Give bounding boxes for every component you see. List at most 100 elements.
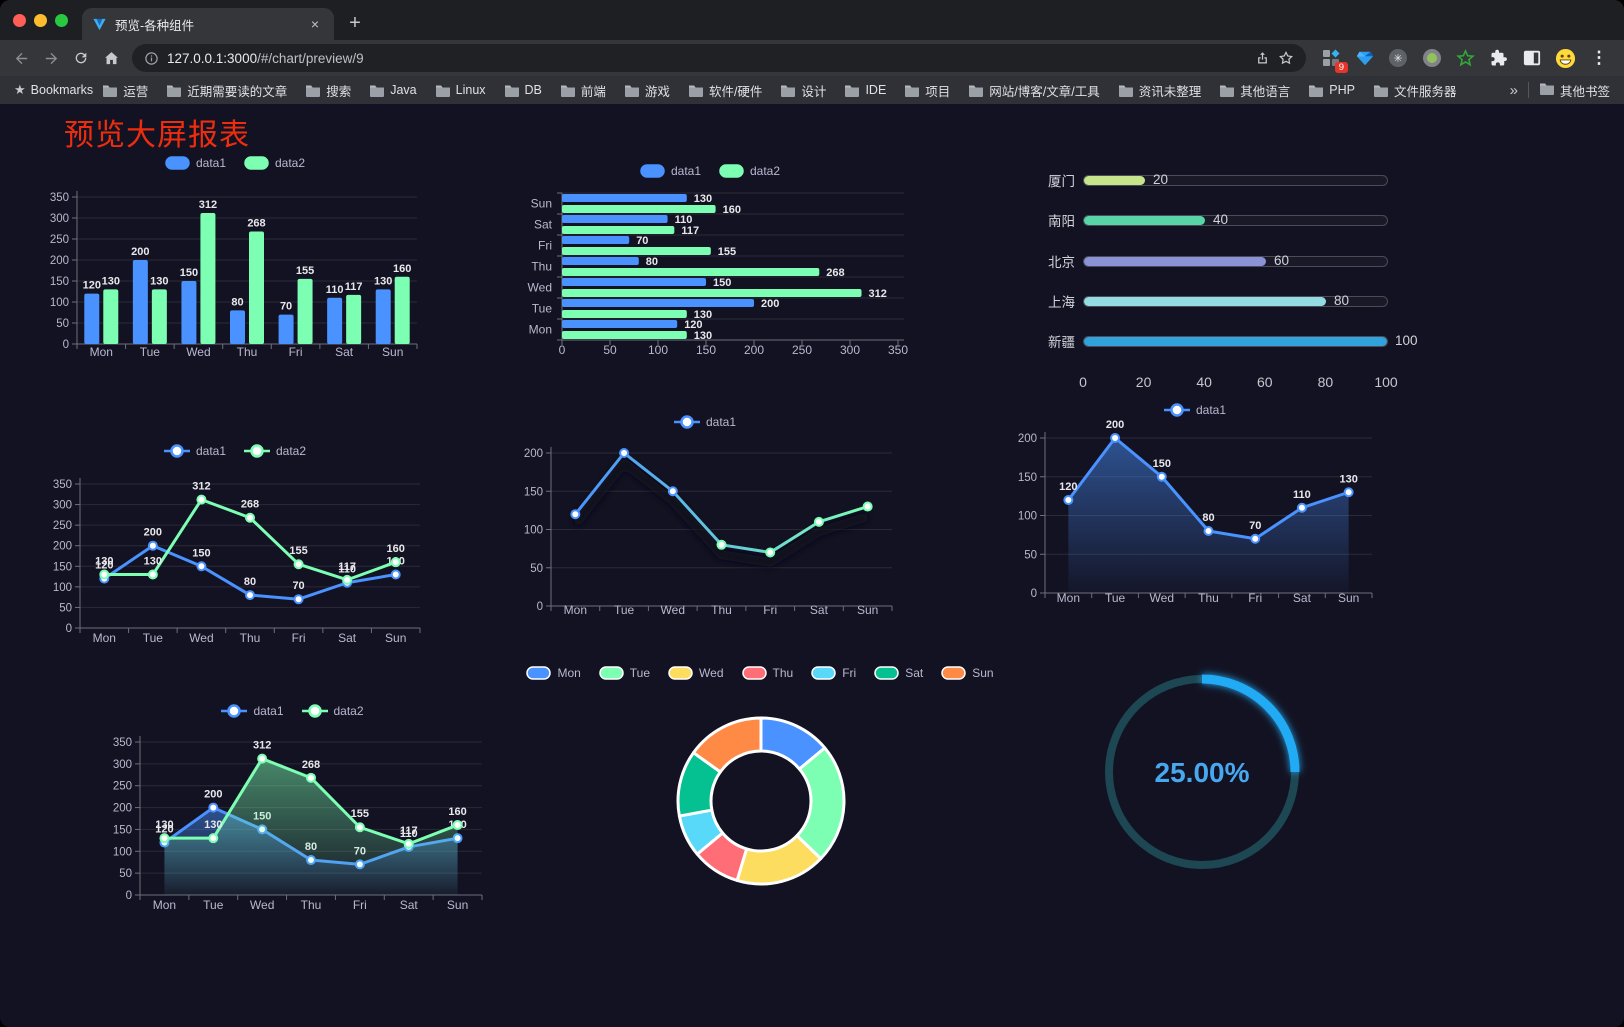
- bookmark-folder-12[interactable]: 网站/博客/文章/工具: [968, 81, 1100, 100]
- svg-text:70: 70: [292, 580, 304, 592]
- legend-item-data2[interactable]: data2: [301, 704, 364, 718]
- new-tab-button[interactable]: +: [349, 11, 361, 34]
- menu-dots-icon[interactable]: ⋮: [1590, 48, 1608, 67]
- minimize-window-button[interactable]: [34, 14, 47, 27]
- legend-item-data1[interactable]: data1: [221, 704, 284, 718]
- legend-item-Mon[interactable]: Mon: [526, 666, 581, 680]
- legend-item-data2[interactable]: data2: [719, 164, 780, 178]
- bookmark-folder-14[interactable]: 其他语言: [1219, 81, 1290, 100]
- bookmark-folder-7[interactable]: 游戏: [624, 81, 670, 100]
- svg-text:150: 150: [50, 276, 69, 288]
- progress-value: 80: [1334, 292, 1350, 308]
- share-icon[interactable]: [1255, 51, 1270, 66]
- info-icon[interactable]: [144, 51, 159, 66]
- forward-icon[interactable]: [36, 43, 66, 73]
- tab-close-icon[interactable]: ×: [310, 16, 320, 32]
- svg-text:268: 268: [247, 217, 265, 229]
- progress-label: 新疆: [1048, 335, 1075, 350]
- legend-item-data1[interactable]: data1: [165, 156, 226, 170]
- bookmark-folder-1[interactable]: 近期需要读的文章: [166, 81, 287, 100]
- url-text[interactable]: 127.0.0.1:3000/#/chart/preview/9: [167, 51, 364, 66]
- asterisk-circle-extension-icon[interactable]: ✳: [1387, 47, 1409, 69]
- legend-item-data2[interactable]: data2: [244, 444, 306, 458]
- two-area-chart: data1 data2 0 50 100 150 200 250 300 350 Mon Tue Wed…: [95, 700, 490, 926]
- legend-item-Tue[interactable]: Tue: [599, 666, 650, 680]
- bookmarks-overflow-chevron[interactable]: »: [1509, 81, 1518, 99]
- chart-legend: data1: [505, 415, 905, 429]
- svg-text:350: 350: [113, 737, 132, 749]
- legend-item-Sun[interactable]: Sun: [941, 666, 994, 680]
- address-bar[interactable]: 127.0.0.1:3000/#/chart/preview/9: [132, 44, 1306, 72]
- svg-text:120: 120: [83, 280, 101, 292]
- bookmark-folder-3[interactable]: Java: [369, 83, 417, 97]
- legend-item-Sat[interactable]: Sat: [874, 666, 923, 680]
- bookmark-folder-0[interactable]: 运营: [102, 81, 148, 100]
- legend-item-data1[interactable]: data1: [673, 415, 736, 429]
- green-star-extension-icon[interactable]: [1454, 47, 1476, 69]
- svg-text:268: 268: [826, 267, 844, 279]
- bookmark-folder-13[interactable]: 资讯未整理: [1118, 81, 1201, 100]
- chart-legend: data1 data2: [505, 164, 915, 178]
- reload-icon[interactable]: [66, 43, 96, 73]
- bookmarks-manager-item[interactable]: ★ Bookmarks: [14, 82, 93, 98]
- bookmark-folder-9[interactable]: 设计: [780, 81, 826, 100]
- gauge-chart: 25.00%: [1060, 650, 1350, 895]
- bookmark-folder-16[interactable]: 文件服务器: [1373, 81, 1456, 100]
- bookmark-folder-10[interactable]: IDE: [844, 83, 886, 97]
- bookmark-folder-6[interactable]: 前端: [560, 81, 606, 100]
- legend-marker-icon: [811, 666, 836, 680]
- svg-text:150: 150: [713, 277, 731, 289]
- svg-text:Thu: Thu: [531, 260, 552, 274]
- progress-track: 40: [1083, 212, 1388, 227]
- legend-item-Thu[interactable]: Thu: [741, 666, 793, 680]
- emoji-extension-icon[interactable]: [1555, 47, 1577, 69]
- legend-item-data2[interactable]: data2: [244, 156, 305, 170]
- bookmark-folder-5[interactable]: DB: [504, 83, 542, 97]
- legend-item-data1[interactable]: data1: [1163, 403, 1226, 417]
- folder-icon: [780, 84, 796, 97]
- bookmark-folder-15[interactable]: PHP: [1308, 83, 1355, 97]
- chart-legend: data1 data2: [95, 704, 490, 718]
- svg-text:0: 0: [537, 601, 543, 613]
- svg-text:100: 100: [50, 297, 69, 309]
- traffic-lights: [0, 14, 82, 40]
- back-icon[interactable]: [6, 43, 36, 73]
- chart-legend: Mon Tue Wed Thu Fri Sat Sun: [526, 666, 994, 680]
- svg-text:155: 155: [351, 808, 369, 820]
- svg-text:300: 300: [53, 500, 72, 512]
- svg-text:150: 150: [113, 824, 132, 836]
- side-panel-icon[interactable]: [1521, 47, 1543, 69]
- legend-item-Wed[interactable]: Wed: [668, 666, 724, 680]
- home-icon[interactable]: [96, 43, 126, 73]
- svg-text:Thu: Thu: [237, 345, 258, 359]
- gem-extension-icon[interactable]: [1354, 47, 1376, 69]
- bookmark-folder-11[interactable]: 项目: [904, 81, 950, 100]
- maximize-window-button[interactable]: [55, 14, 68, 27]
- close-window-button[interactable]: [13, 14, 26, 27]
- svg-text:200: 200: [53, 541, 72, 553]
- url-host: 127.0.0.1:3000: [167, 50, 258, 66]
- bookmark-folder-4[interactable]: Linux: [435, 83, 486, 97]
- browser-tab[interactable]: 预览-各种组件 ×: [82, 8, 334, 40]
- svg-text:200: 200: [131, 246, 149, 258]
- legend-item-data1[interactable]: data1: [640, 164, 701, 178]
- bookmark-folder-2[interactable]: 搜索: [305, 81, 351, 100]
- folder-icon: [435, 84, 451, 97]
- folder-icon: [1219, 84, 1235, 97]
- bookmark-star-icon[interactable]: [1278, 50, 1294, 66]
- svg-text:200: 200: [524, 448, 543, 460]
- legend-item-Fri[interactable]: Fri: [811, 666, 856, 680]
- svg-text:Sun: Sun: [382, 345, 403, 359]
- svg-text:50: 50: [119, 868, 132, 880]
- svg-text:Fri: Fri: [538, 239, 552, 253]
- other-bookmarks-folder[interactable]: 其他书签: [1539, 81, 1610, 100]
- progress-row-上海: 上海 80: [1010, 291, 1422, 311]
- svg-text:130: 130: [95, 556, 113, 568]
- bookmark-folder-8[interactable]: 软件/硬件: [688, 81, 762, 100]
- progress-axis-tick: 100: [1374, 374, 1398, 390]
- svg-text:70: 70: [1249, 520, 1261, 532]
- puzzle-extensions-icon[interactable]: [1488, 47, 1510, 69]
- green-dot-circle-extension-icon[interactable]: [1421, 47, 1443, 69]
- grid-extension-icon[interactable]: 9: [1320, 47, 1348, 73]
- legend-item-data1[interactable]: data1: [163, 444, 226, 458]
